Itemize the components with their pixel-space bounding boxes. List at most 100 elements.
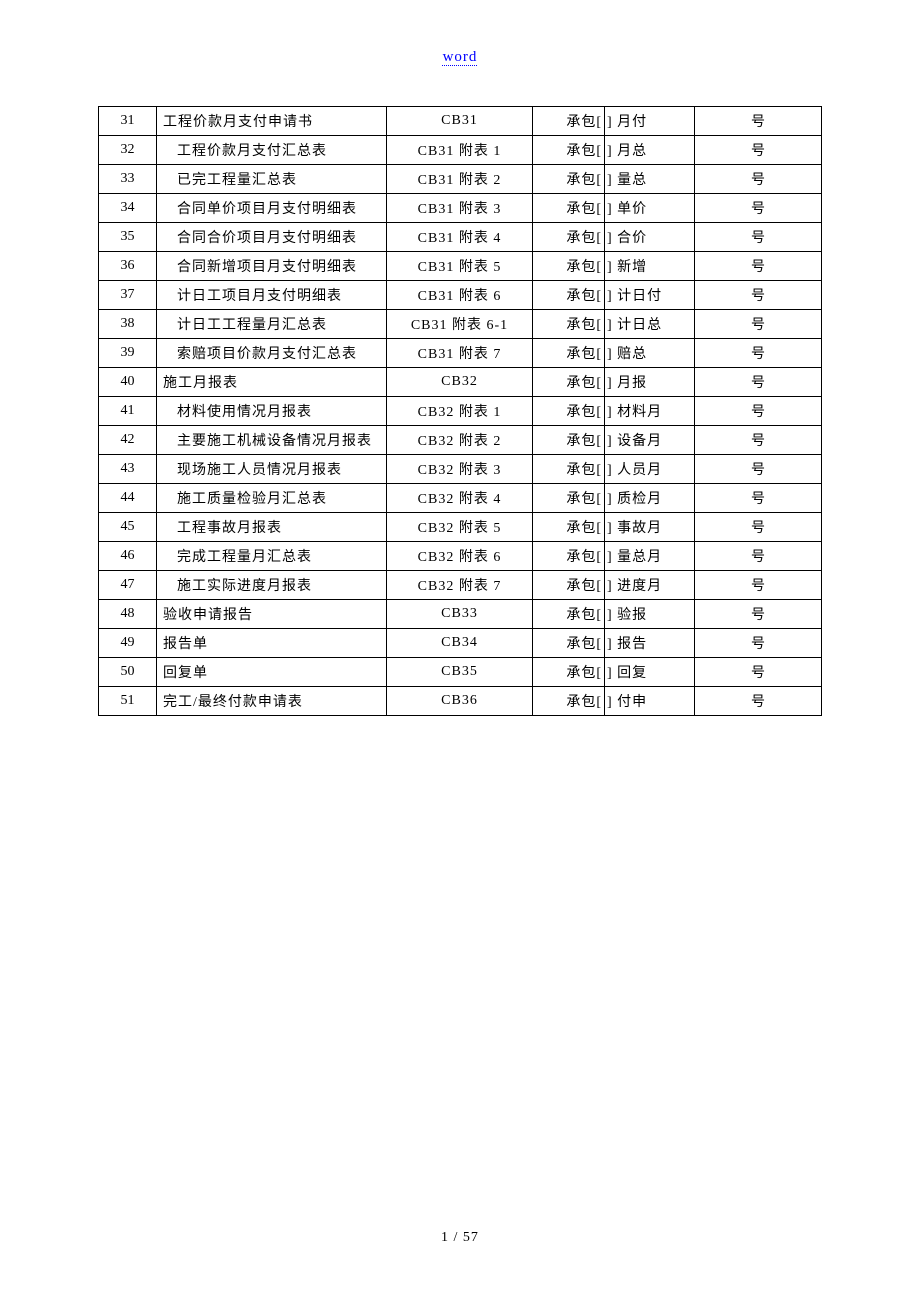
table-row: 44施工质量检验月汇总表CB32 附表 4承包[] 质检月号 <box>99 484 822 513</box>
row-name: 计日工工程量月汇总表 <box>157 310 387 339</box>
row-label: ] 新增 <box>605 252 695 281</box>
table-row: 51完工/最终付款申请表CB36承包[] 付申号 <box>99 687 822 716</box>
row-name: 现场施工人员情况月报表 <box>157 455 387 484</box>
row-code: CB31 附表 1 <box>387 136 533 165</box>
row-label: ] 报告 <box>605 629 695 658</box>
row-code: CB33 <box>387 600 533 629</box>
row-suffix: 号 <box>695 426 822 455</box>
row-index: 43 <box>99 455 157 484</box>
row-name: 完工/最终付款申请表 <box>157 687 387 716</box>
row-suffix: 号 <box>695 310 822 339</box>
row-suffix: 号 <box>695 658 822 687</box>
table-row: 47施工实际进度月报表CB32 附表 7承包[] 进度月号 <box>99 571 822 600</box>
row-label: ] 验报 <box>605 600 695 629</box>
row-prefix: 承包[ <box>533 194 605 223</box>
row-label: ] 量总 <box>605 165 695 194</box>
row-prefix: 承包[ <box>533 426 605 455</box>
row-index: 36 <box>99 252 157 281</box>
row-label: ] 设备月 <box>605 426 695 455</box>
row-prefix: 承包[ <box>533 252 605 281</box>
row-prefix: 承包[ <box>533 223 605 252</box>
row-index: 34 <box>99 194 157 223</box>
page-footer: 1 / 57 <box>0 1230 920 1246</box>
row-prefix: 承包[ <box>533 397 605 426</box>
row-name: 回复单 <box>157 658 387 687</box>
row-label: ] 量总月 <box>605 542 695 571</box>
row-code: CB32 附表 7 <box>387 571 533 600</box>
row-prefix: 承包[ <box>533 310 605 339</box>
row-index: 47 <box>99 571 157 600</box>
row-prefix: 承包[ <box>533 339 605 368</box>
row-name: 施工实际进度月报表 <box>157 571 387 600</box>
row-prefix: 承包[ <box>533 513 605 542</box>
row-code: CB32 附表 4 <box>387 484 533 513</box>
row-index: 51 <box>99 687 157 716</box>
table-row: 40施工月报表CB32承包[] 月报号 <box>99 368 822 397</box>
row-index: 38 <box>99 310 157 339</box>
row-name: 完成工程量月汇总表 <box>157 542 387 571</box>
row-suffix: 号 <box>695 136 822 165</box>
row-index: 41 <box>99 397 157 426</box>
row-prefix: 承包[ <box>533 542 605 571</box>
table-row: 45工程事故月报表CB32 附表 5承包[] 事故月号 <box>99 513 822 542</box>
row-code: CB31 附表 4 <box>387 223 533 252</box>
row-code: CB32 附表 2 <box>387 426 533 455</box>
row-prefix: 承包[ <box>533 687 605 716</box>
row-code: CB31 附表 7 <box>387 339 533 368</box>
row-prefix: 承包[ <box>533 571 605 600</box>
row-suffix: 号 <box>695 542 822 571</box>
row-index: 42 <box>99 426 157 455</box>
row-name: 报告单 <box>157 629 387 658</box>
row-name: 合同合价项目月支付明细表 <box>157 223 387 252</box>
row-code: CB31 附表 6 <box>387 281 533 310</box>
table-row: 34合同单价项目月支付明细表CB31 附表 3承包[] 单价号 <box>99 194 822 223</box>
row-name: 验收申请报告 <box>157 600 387 629</box>
row-name: 施工质量检验月汇总表 <box>157 484 387 513</box>
table-row: 42主要施工机械设备情况月报表CB32 附表 2承包[] 设备月号 <box>99 426 822 455</box>
row-label: ] 月报 <box>605 368 695 397</box>
table-row: 36合同新增项目月支付明细表CB31 附表 5承包[] 新增号 <box>99 252 822 281</box>
table-row: 33已完工程量汇总表CB31 附表 2承包[] 量总号 <box>99 165 822 194</box>
header-link[interactable]: word <box>443 49 478 65</box>
row-index: 32 <box>99 136 157 165</box>
row-label: ] 计日总 <box>605 310 695 339</box>
row-prefix: 承包[ <box>533 629 605 658</box>
row-suffix: 号 <box>695 571 822 600</box>
row-name: 工程价款月支付申请书 <box>157 107 387 136</box>
row-code: CB32 <box>387 368 533 397</box>
row-label: ] 质检月 <box>605 484 695 513</box>
row-index: 37 <box>99 281 157 310</box>
row-index: 50 <box>99 658 157 687</box>
row-label: ] 人员月 <box>605 455 695 484</box>
row-code: CB31 <box>387 107 533 136</box>
row-name: 材料使用情况月报表 <box>157 397 387 426</box>
row-index: 39 <box>99 339 157 368</box>
row-label: ] 赔总 <box>605 339 695 368</box>
table-row: 32工程价款月支付汇总表CB31 附表 1承包[] 月总号 <box>99 136 822 165</box>
row-name: 计日工项目月支付明细表 <box>157 281 387 310</box>
row-suffix: 号 <box>695 397 822 426</box>
row-suffix: 号 <box>695 600 822 629</box>
table-row: 41材料使用情况月报表CB32 附表 1承包[] 材料月号 <box>99 397 822 426</box>
row-index: 44 <box>99 484 157 513</box>
row-suffix: 号 <box>695 513 822 542</box>
row-label: ] 事故月 <box>605 513 695 542</box>
row-suffix: 号 <box>695 165 822 194</box>
row-name: 工程事故月报表 <box>157 513 387 542</box>
row-name: 合同新增项目月支付明细表 <box>157 252 387 281</box>
row-name: 主要施工机械设备情况月报表 <box>157 426 387 455</box>
row-label: ] 月总 <box>605 136 695 165</box>
table-row: 49报告单CB34承包[] 报告号 <box>99 629 822 658</box>
row-prefix: 承包[ <box>533 658 605 687</box>
row-suffix: 号 <box>695 339 822 368</box>
table-row: 46完成工程量月汇总表CB32 附表 6承包[] 量总月号 <box>99 542 822 571</box>
row-code: CB31 附表 6-1 <box>387 310 533 339</box>
table-row: 38计日工工程量月汇总表CB31 附表 6-1承包[] 计日总号 <box>99 310 822 339</box>
row-label: ] 单价 <box>605 194 695 223</box>
row-suffix: 号 <box>695 455 822 484</box>
row-code: CB31 附表 5 <box>387 252 533 281</box>
row-name: 合同单价项目月支付明细表 <box>157 194 387 223</box>
row-label: ] 付申 <box>605 687 695 716</box>
row-prefix: 承包[ <box>533 368 605 397</box>
row-index: 35 <box>99 223 157 252</box>
